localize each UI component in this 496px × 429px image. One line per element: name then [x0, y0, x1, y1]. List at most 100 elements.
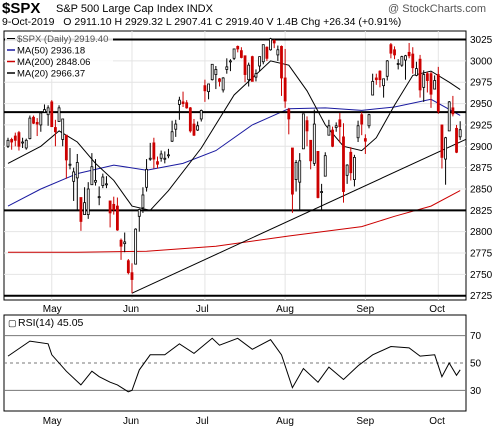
y-tick-label: 2925: [470, 120, 493, 131]
candle-body: [218, 78, 221, 82]
candle-body: [177, 99, 181, 105]
candle-body: [247, 64, 251, 81]
candle-body: [225, 66, 229, 70]
candle-body: [444, 137, 447, 160]
candle-body: [404, 55, 407, 61]
ma20-line: [7, 60, 461, 211]
candle-body: [13, 135, 17, 141]
candle-body: [221, 77, 225, 91]
candle-body: [393, 49, 396, 56]
candle-body: [145, 168, 148, 188]
legend-label: $SPX (Daily) 2919.40: [17, 34, 108, 45]
candle-body: [378, 70, 382, 81]
candle-body: [327, 125, 331, 136]
y-tick-label: 2800: [470, 227, 493, 238]
candle-body: [283, 77, 287, 102]
candle-body: [101, 176, 105, 186]
candle-body: [309, 139, 313, 162]
candle-body: [243, 55, 247, 75]
rsi-title: RSI(14) 45.05: [18, 317, 84, 329]
candle-body: [32, 116, 35, 124]
candle-body: [126, 260, 130, 274]
candle-body: [250, 56, 254, 82]
candle-body: [360, 114, 364, 125]
rsi-x-tick-label: Aug: [276, 416, 294, 427]
y-tick-label: 3000: [470, 56, 493, 67]
candle-body: [455, 127, 458, 153]
trendline: [131, 138, 467, 294]
x-tick-label: Jun: [123, 304, 139, 315]
candle-body: [338, 119, 342, 128]
candle-body: [170, 131, 174, 142]
candle-body: [323, 155, 327, 177]
candle-body: [39, 112, 43, 126]
rsi-line: [7, 337, 461, 393]
candle-body: [108, 200, 112, 214]
x-tick-label: Jul: [196, 304, 209, 315]
candle-body: [349, 151, 353, 174]
candle-body: [68, 163, 72, 166]
candle-body: [436, 74, 440, 112]
candle-body: [411, 53, 415, 69]
candle-body: [24, 139, 28, 149]
candle-body: [97, 196, 101, 199]
y-tick-label: 2900: [470, 142, 493, 153]
candle-body: [203, 85, 207, 92]
candle-body: [451, 107, 455, 115]
rsi-x-tick-label: Oct: [429, 416, 445, 427]
candle-body: [207, 83, 210, 93]
candle-body: [400, 56, 404, 66]
rsi-y-tick-label: 30: [470, 386, 482, 397]
candle-body: [258, 56, 262, 67]
security-description: S&P 500 Large Cap Index INDX: [56, 3, 213, 15]
candle-body: [43, 109, 46, 113]
candle-body: [54, 127, 57, 133]
candle-body: [320, 191, 324, 193]
rsi-y-tick-label: 50: [470, 359, 482, 370]
candle-body: [291, 147, 294, 195]
candle-body: [425, 73, 429, 81]
candle-body: [79, 197, 83, 222]
quote-values: O 2911.10 H 2929.32 L 2907.41 C 2919.40 …: [63, 16, 402, 28]
candle-body: [433, 80, 437, 90]
candle-body: [105, 183, 108, 186]
candle-body: [192, 123, 196, 136]
candle-body: [152, 142, 156, 160]
candle-body: [181, 101, 185, 104]
legend-label: MA(50) 2936.18: [17, 46, 85, 57]
candle-body: [115, 205, 119, 231]
candle-body: [363, 138, 367, 142]
candle-body: [94, 180, 97, 183]
candle-body: [90, 166, 94, 186]
y-tick-label: 2750: [470, 270, 493, 281]
candle-body: [367, 114, 371, 127]
candle-body: [353, 156, 356, 180]
rsi-x-tick-label: Jun: [123, 416, 139, 427]
rsi-x-tick-label: Jul: [196, 416, 209, 427]
candle-body: [214, 69, 218, 75]
candle-body: [188, 107, 192, 132]
y-tick-label: 2950: [470, 99, 493, 110]
candle-body: [83, 202, 86, 216]
candle-body: [112, 203, 116, 210]
candle-body: [75, 162, 79, 179]
y-tick-label: 2875: [470, 163, 493, 174]
candle-body: [236, 45, 240, 50]
candle-body: [229, 60, 232, 63]
legend-box: [5, 32, 113, 79]
quote-date: 9-Oct-2019: [2, 16, 55, 28]
candle-body: [418, 58, 422, 91]
ticker-symbol: $SPX: [2, 0, 41, 17]
candle-body: [159, 153, 163, 159]
candle-body: [17, 132, 21, 147]
candle-body: [156, 161, 159, 165]
x-tick-label: Oct: [429, 304, 445, 315]
y-tick-label: 2825: [470, 206, 493, 217]
candle-body: [119, 239, 123, 247]
candle-body: [254, 73, 258, 78]
candle-body: [72, 171, 76, 182]
candle-body: [185, 102, 189, 109]
candle-body: [294, 162, 298, 180]
candle-body: [265, 46, 269, 59]
